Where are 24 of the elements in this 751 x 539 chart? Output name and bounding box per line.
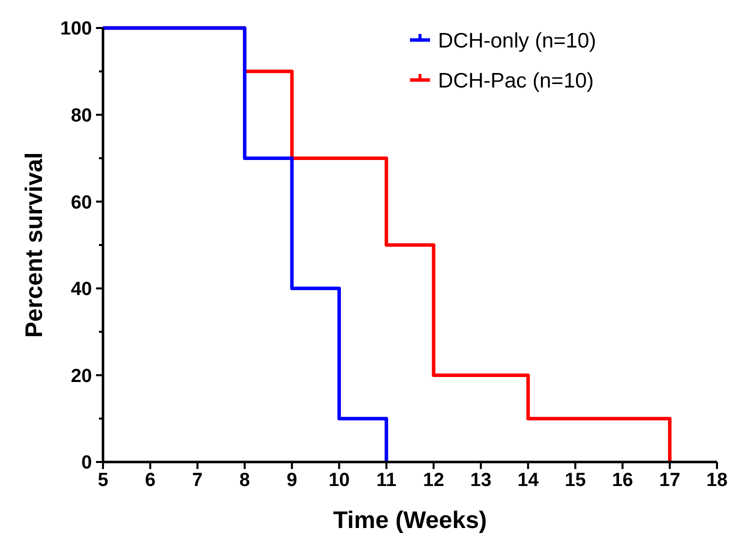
legend-label: DCH-Pac (n=10) (438, 69, 594, 92)
y-tick-label: 60 (70, 192, 92, 214)
y-tick-label: 20 (70, 366, 92, 387)
y-tick-label: 40 (70, 279, 92, 300)
x-tick-label: 5 (98, 470, 109, 491)
y-tick-label: 0 (81, 452, 92, 474)
x-tick-label: 16 (612, 470, 634, 491)
x-tick-label: 14 (518, 470, 540, 491)
x-tick-label: 17 (659, 470, 680, 491)
x-tick-label: 13 (470, 470, 492, 491)
x-tick-label: 10 (328, 470, 350, 491)
x-tick-label: 12 (423, 470, 444, 491)
x-tick-label: 15 (564, 470, 586, 491)
x-tick-label: 18 (706, 470, 728, 491)
x-tick-label: 6 (144, 470, 156, 491)
y-axis-title: Percent survival (21, 152, 48, 338)
x-axis-title: Time (Weeks) (333, 507, 487, 534)
x-tick-label: 11 (376, 470, 397, 491)
x-tick-label: 9 (286, 470, 298, 491)
x-tick-label: 8 (239, 470, 250, 491)
y-tick-label: 80 (70, 105, 92, 126)
x-tick-label: 7 (192, 470, 203, 491)
legend-label: DCH-only (n=10) (438, 29, 596, 52)
y-tick-label: 100 (60, 18, 92, 40)
